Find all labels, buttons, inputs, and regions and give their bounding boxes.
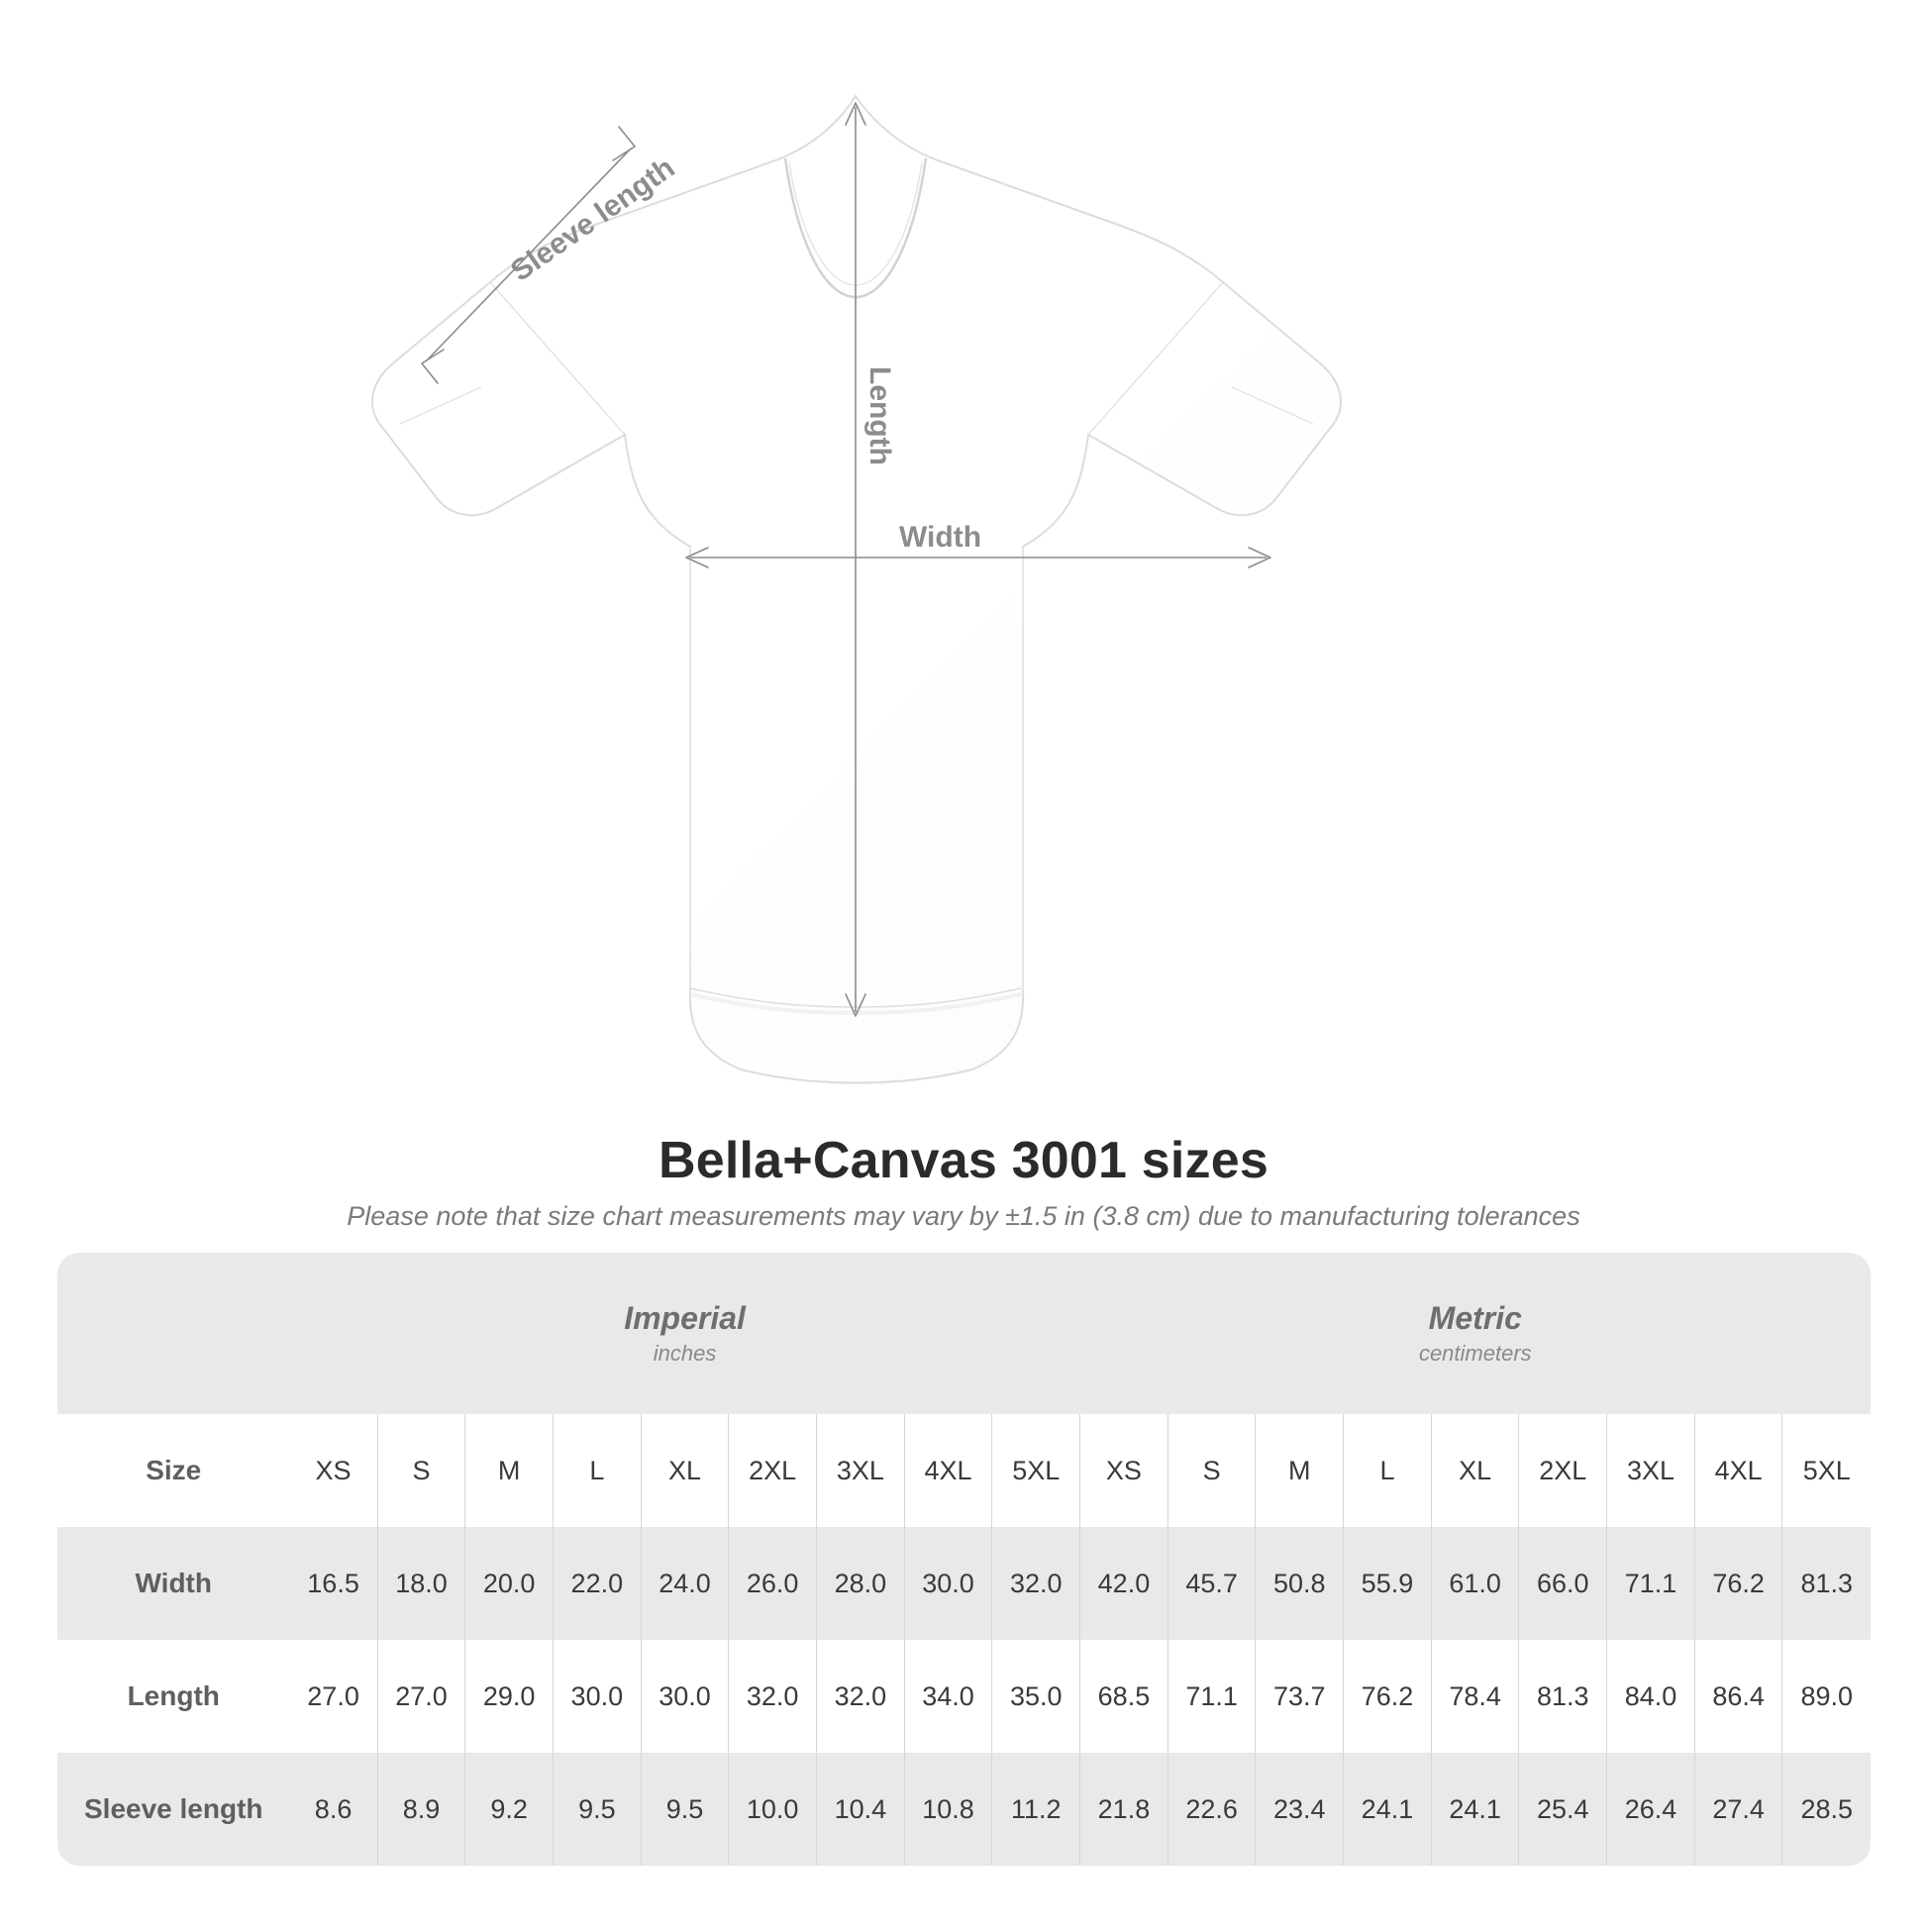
svg-text:Length: Length [863,366,896,465]
svg-text:Width: Width [899,521,981,554]
